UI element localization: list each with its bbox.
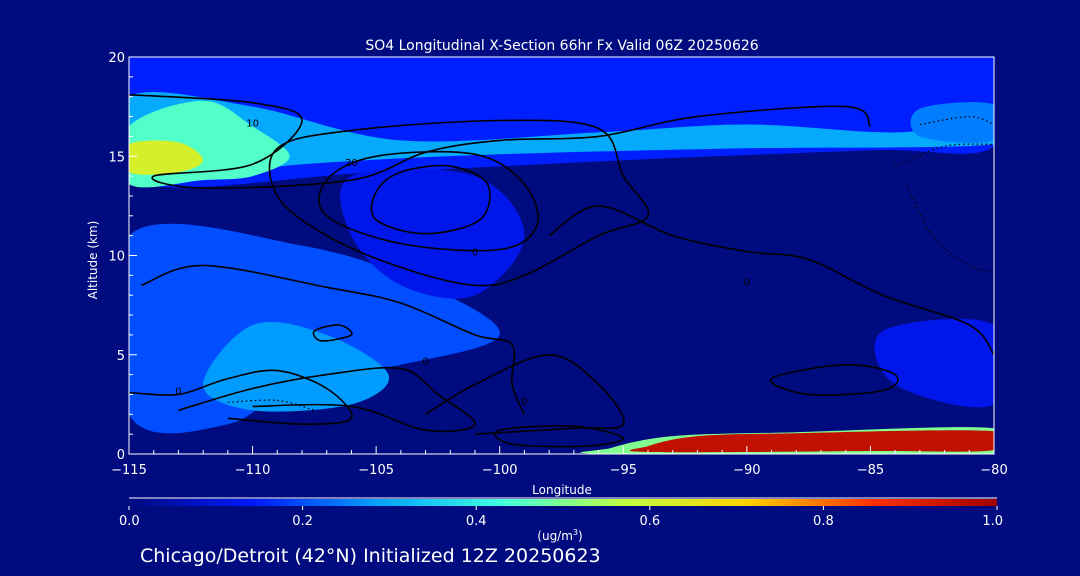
contour-label: 0 xyxy=(472,248,478,259)
contour-line xyxy=(129,93,872,189)
colorbar-units-close: ) xyxy=(578,529,583,543)
contour-line xyxy=(425,353,625,435)
colorbar-tick-label: 1.0 xyxy=(982,514,1003,529)
x-tick-label: −95 xyxy=(610,463,637,478)
contour-label: 0 xyxy=(744,277,750,288)
contour-line xyxy=(548,205,994,356)
filled-region-upper-jet xyxy=(129,92,994,184)
colorbar-tick-label: 0.8 xyxy=(813,514,834,529)
contour-line xyxy=(141,264,526,415)
contour-line xyxy=(769,363,899,396)
filled-region-surface-layer-high xyxy=(629,430,994,453)
contour-line xyxy=(312,324,353,342)
colorbar xyxy=(129,499,997,506)
contour-lines xyxy=(129,93,994,448)
colorbar-tick-label: 0.0 xyxy=(119,514,140,529)
y-axis: 0 5 10 15 20 xyxy=(108,51,137,463)
x-tick-label: −90 xyxy=(733,463,760,478)
colorbar-units-superscript: 3 xyxy=(573,528,578,537)
x-tick-label: −100 xyxy=(482,463,518,478)
contour-label: 0 xyxy=(521,396,527,407)
dotted-contour-line xyxy=(919,115,994,126)
y-axis-label: Altitude (km) xyxy=(86,221,100,300)
contour-label: 0 xyxy=(422,357,428,368)
filled-region-right-lower xyxy=(874,318,994,408)
x-axis: −115 −110 −105 −100 −95 −90 −85 −80 xyxy=(111,446,1008,478)
dotted-contour-line xyxy=(906,185,994,273)
colorbar-units: (ug/m3) xyxy=(537,528,582,543)
chart-title: SO4 Longitudinal X-Section 66hr Fx Valid… xyxy=(365,38,758,54)
contour-line xyxy=(268,119,650,287)
contour-line xyxy=(129,369,353,426)
x-tick-label: −110 xyxy=(235,463,271,478)
x-tick-label: −115 xyxy=(111,463,147,478)
y-tick-label: 5 xyxy=(117,349,125,364)
colorbar-tick-label: 0.2 xyxy=(292,514,313,529)
filled-region-right-upper xyxy=(910,102,994,143)
contour-label: 0 xyxy=(175,386,181,397)
contour-line xyxy=(494,425,625,448)
colorbar-units-text: (ug/m xyxy=(537,529,573,543)
x-tick-label: −80 xyxy=(980,463,1007,478)
contour-label: 20 xyxy=(345,158,358,169)
y-tick-label: 20 xyxy=(108,51,125,66)
footer-caption: Chicago/Detroit (42°N) Initialized 12Z 2… xyxy=(140,545,601,567)
colorbar-tick-label: 0.6 xyxy=(639,514,660,529)
y-tick-label: 10 xyxy=(108,250,125,265)
filled-region-left-core xyxy=(129,140,204,175)
contour-label: 10 xyxy=(246,118,259,129)
contour-line xyxy=(370,164,491,235)
y-tick-label: 15 xyxy=(108,150,125,165)
x-tick-label: −105 xyxy=(358,463,394,478)
contour-line xyxy=(178,366,476,433)
colorbar-ticks: 0.0 0.2 0.4 0.6 0.8 1.0 xyxy=(119,506,1003,529)
colorbar-tick-label: 0.4 xyxy=(466,514,487,529)
contour-labels: 0 10 20 0 0 0 0 xyxy=(175,118,750,407)
contour-line xyxy=(318,150,539,252)
x-tick-label: −85 xyxy=(857,463,884,478)
y-tick-label: 0 xyxy=(117,448,125,463)
x-axis-label: Longitude xyxy=(532,483,592,497)
